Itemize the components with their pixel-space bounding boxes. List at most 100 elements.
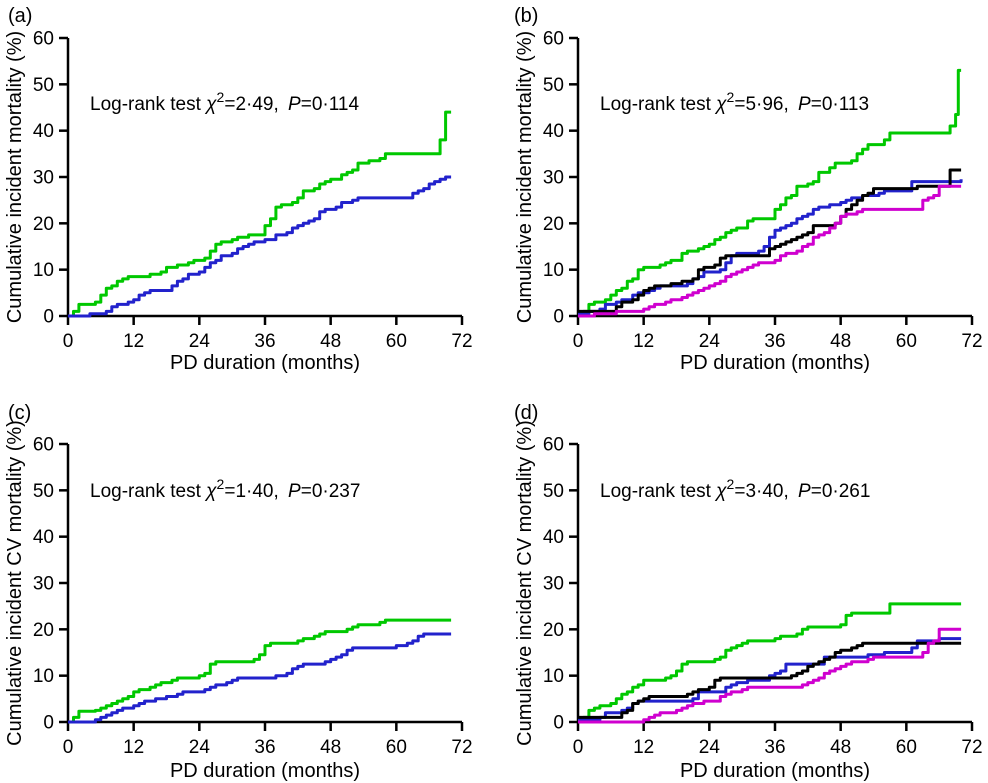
x-tick-label: 60 [386,737,407,758]
x-axis-title: PD duration (months) [680,352,870,374]
y-tick-label: 30 [543,574,564,595]
annotation-prefix: Log-rank test [90,94,206,115]
annotation-separator: , [273,94,284,115]
chi-value: 1·40 [235,481,273,502]
x-tick-label: 12 [123,331,144,352]
x-tick-label: 24 [189,737,211,758]
y-tick-label: 40 [33,121,54,142]
equals-sign: = [301,94,312,115]
x-tick-label: 24 [189,331,211,352]
y-tick-label: 10 [543,260,564,281]
equals-sign: = [734,94,745,115]
log-rank-annotation: Log-rank test χ2=2·49, P=0·114 [90,89,359,115]
y-tick-label: 0 [43,307,54,328]
panel-letter: (b) [514,5,538,27]
panel-d: 0 10 20 30 40 50 60 0 12 24 36 48 60 72 Cumulative inc… [494,392,988,783]
y-tick-label: 40 [543,527,564,548]
chi-value: 5·96 [745,94,783,115]
log-rank-annotation: Log-rank test χ2=3·40, P=0·261 [600,476,870,502]
p-value: 0·237 [312,481,361,502]
series-line-group-magenta [578,627,962,724]
chi-symbol: χ [204,481,217,502]
x-tick-label: 60 [896,331,917,352]
equals-sign: = [224,94,235,115]
x-axis-title: PD duration (months) [170,760,360,782]
series-line-group-blue [578,637,962,722]
y-axis-title: Cumulative incident CV mortality (%) [514,420,536,746]
series-line-group-black [578,168,962,313]
x-tick-label: 0 [573,331,584,352]
x-tick-label: 36 [254,331,275,352]
y-tick-label: 20 [543,620,564,641]
y-tick-label: 30 [33,168,54,189]
series-line-group-black [578,641,962,719]
y-tick-label: 30 [33,574,54,595]
x-tick-label: 72 [961,737,982,758]
chi-symbol: χ [714,94,727,115]
y-tick-label: 0 [553,307,564,328]
chi-superscript: 2 [727,476,735,492]
y-axis-title: Cumulative incident CV mortality (%) [4,420,26,746]
x-tick-label: 48 [830,737,851,758]
y-tick-label: 10 [33,260,54,281]
x-tick-label: 12 [633,331,654,352]
chi-superscript: 2 [217,476,225,492]
panel-a-chart: 0 10 20 30 40 50 60 0 12 24 36 48 60 72 Cumulative inc… [4,5,473,374]
y-tick-label: 50 [33,481,54,502]
p-symbol: P [288,94,301,115]
series-line-group-green [578,68,962,318]
x-tick-label: 12 [633,737,654,758]
x-tick-label: 60 [386,331,407,352]
x-tick-label: 36 [764,331,785,352]
y-tick-label: 50 [33,75,54,96]
series-line-group-green [68,618,452,724]
x-tick-label: 72 [961,331,982,352]
panel-c: 0 10 20 30 40 50 60 0 12 24 36 48 60 72 Cumulative inc… [0,392,494,783]
series-line-group-blue [68,632,452,724]
y-tick-label: 60 [543,29,564,50]
series-line-group-green [68,110,452,318]
x-tick-label: 48 [320,331,341,352]
x-tick-label: 0 [63,737,74,758]
equals-sign: = [734,481,745,502]
panel-d-chart: 0 10 20 30 40 50 60 0 12 24 36 48 60 72 Cumulative inc… [514,402,983,782]
x-tick-label: 36 [764,737,785,758]
p-symbol: P [288,481,301,502]
annotation-prefix: Log-rank test [90,481,206,502]
panel-a: 0 10 20 30 40 50 60 0 12 24 36 48 60 72 Cumulative inc… [0,0,494,392]
annotation-separator: , [783,94,794,115]
equals-sign: = [301,481,312,502]
y-tick-label: 40 [543,121,564,142]
chi-value: 2·49 [235,94,273,115]
equals-sign: = [811,94,822,115]
y-tick-label: 40 [33,527,54,548]
y-tick-label: 20 [33,620,54,641]
panel-letter: (c) [8,402,31,424]
chi-value: 3·40 [745,481,783,502]
x-tick-label: 36 [254,737,275,758]
panel-letter: (d) [514,402,538,424]
x-tick-label: 72 [451,331,472,352]
y-tick-label: 60 [543,435,564,456]
y-tick-label: 60 [33,29,54,50]
x-tick-label: 12 [123,737,144,758]
y-tick-label: 0 [43,713,54,734]
log-rank-annotation: Log-rank test χ2=1·40, P=0·237 [90,476,360,502]
y-axis-title: Cumulative incident mortality (%) [4,31,26,323]
y-tick-label: 10 [543,666,564,687]
x-tick-label: 0 [63,331,74,352]
series-line-group-blue [578,179,963,316]
x-tick-label: 48 [830,331,851,352]
y-tick-label: 20 [543,214,564,235]
p-value: 0·261 [822,481,871,502]
x-tick-label: 60 [896,737,917,758]
y-tick-label: 30 [543,168,564,189]
y-tick-label: 0 [553,713,564,734]
series-line-group-green [578,602,962,722]
panel-c-chart: 0 10 20 30 40 50 60 0 12 24 36 48 60 72 Cumulative inc… [4,402,473,782]
x-tick-label: 24 [699,737,721,758]
chi-symbol: χ [204,94,217,115]
x-tick-label: 0 [573,737,584,758]
x-axis-title: PD duration (months) [170,352,360,374]
